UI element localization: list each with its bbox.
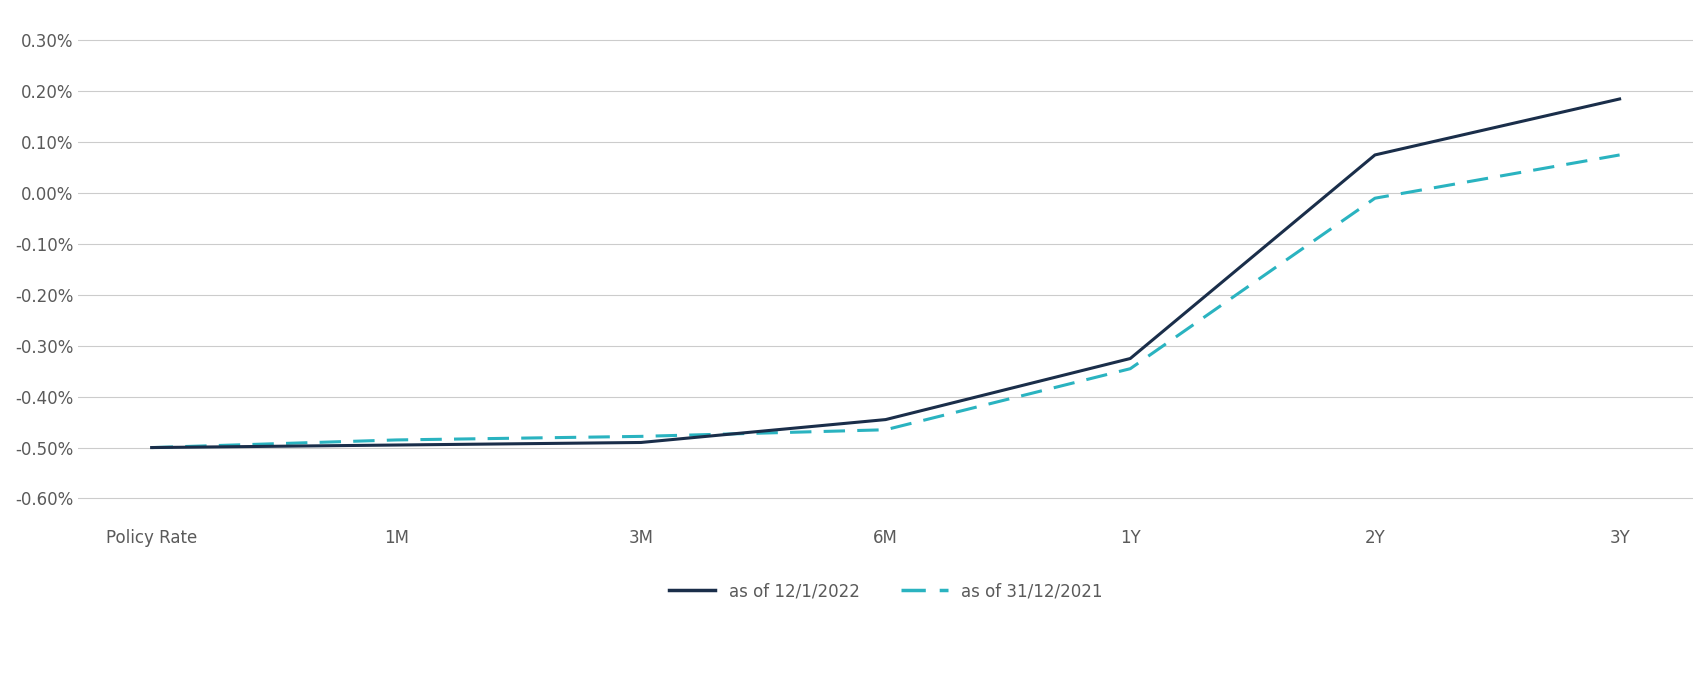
as of 31/12/2021 (630, 433, 650, 441)
Line: as of 12/1/2022: as of 12/1/2022 (152, 99, 1618, 447)
Legend: as of 12/1/2022, as of 31/12/2021: as of 12/1/2022, as of 31/12/2021 (662, 576, 1108, 607)
as of 31/12/2021 (1120, 365, 1140, 373)
as of 31/12/2021 (876, 426, 896, 434)
as of 12/1/2022 (386, 441, 406, 449)
as of 31/12/2021 (1364, 194, 1384, 202)
as of 31/12/2021 (142, 443, 162, 452)
as of 12/1/2022 (1120, 354, 1140, 363)
as of 12/1/2022 (142, 443, 162, 452)
Line: as of 31/12/2021: as of 31/12/2021 (152, 155, 1618, 447)
as of 31/12/2021 (1608, 151, 1628, 159)
as of 12/1/2022 (630, 439, 650, 447)
as of 12/1/2022 (1608, 95, 1628, 103)
as of 12/1/2022 (1364, 151, 1384, 159)
as of 12/1/2022 (876, 416, 896, 424)
as of 31/12/2021 (386, 436, 406, 444)
